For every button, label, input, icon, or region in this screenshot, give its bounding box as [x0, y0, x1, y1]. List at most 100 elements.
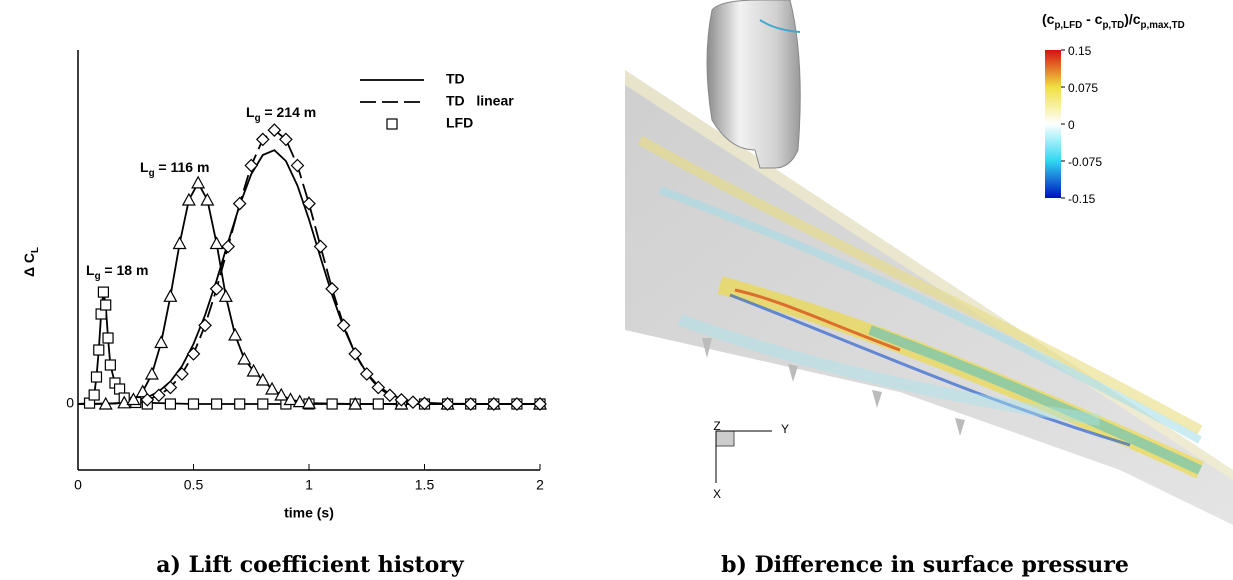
label-part: - c — [1082, 11, 1102, 27]
marker — [88, 389, 100, 401]
streak — [868, 325, 1203, 475]
marker — [237, 351, 252, 365]
marker — [292, 394, 307, 408]
marker — [394, 392, 409, 407]
marker — [244, 158, 259, 173]
marker — [234, 398, 246, 410]
colorbar-tick-label: -0.075 — [1068, 155, 1102, 169]
streak — [637, 135, 1203, 435]
subscript: g — [255, 113, 261, 124]
marker — [232, 196, 247, 211]
x-axis-label: time (s) — [284, 505, 334, 521]
marker — [181, 192, 196, 206]
caption: b) Difference in surface pressure — [721, 552, 1129, 578]
triad-label: X — [713, 487, 721, 501]
marker — [218, 289, 233, 302]
label-part: L — [246, 104, 255, 120]
marker — [348, 396, 363, 410]
marker — [164, 398, 176, 410]
streak — [658, 186, 1202, 444]
marker — [102, 332, 114, 344]
marker — [144, 366, 159, 380]
marker — [372, 398, 384, 410]
marker — [246, 363, 261, 377]
marker — [510, 397, 524, 411]
marker — [97, 286, 110, 298]
marker — [386, 118, 398, 130]
marker — [90, 371, 103, 383]
label: Lg = 116 m — [140, 159, 209, 179]
x-tick-label: 1 — [305, 477, 313, 493]
marker — [265, 381, 280, 395]
marker — [290, 158, 305, 173]
marker — [100, 299, 112, 311]
triad-label: Y — [781, 422, 789, 436]
label: Δ CL — [21, 247, 41, 277]
marker — [383, 388, 397, 403]
nacelle — [706, 0, 801, 169]
marker — [255, 132, 270, 147]
marker — [359, 367, 374, 381]
marker — [152, 388, 166, 403]
marker — [154, 335, 169, 349]
triad-box — [715, 430, 735, 447]
marker — [302, 196, 316, 211]
label: Lg = 18 m — [86, 262, 148, 282]
pylon — [702, 338, 712, 358]
marker — [371, 380, 386, 395]
line — [78, 181, 540, 405]
marker — [279, 132, 293, 147]
marker — [175, 367, 189, 381]
wing-image — [625, 0, 1233, 525]
marker — [93, 344, 105, 356]
marker — [209, 236, 224, 250]
marker — [186, 347, 201, 361]
marker — [348, 347, 363, 361]
label-part: = 116 m — [155, 159, 210, 175]
subscript: p,TD — [1102, 20, 1124, 31]
marker — [440, 397, 455, 411]
marker — [336, 318, 351, 333]
marker — [200, 192, 215, 206]
colorbar-tick-label: 0.15 — [1068, 44, 1092, 58]
marker — [267, 123, 282, 137]
colorbar-tick-label: 0.075 — [1068, 81, 1098, 95]
marker — [313, 239, 328, 254]
marker — [301, 395, 317, 409]
subscript: p,LFD — [1054, 20, 1082, 31]
streak — [759, 19, 801, 33]
marker — [486, 397, 501, 411]
triad-label: Z — [713, 419, 720, 433]
marker — [163, 289, 178, 302]
label-part: L — [140, 159, 149, 175]
label-part: (c — [1042, 11, 1055, 27]
marker — [228, 327, 243, 341]
marker — [406, 395, 420, 410]
marker — [209, 281, 224, 296]
marker — [255, 372, 270, 386]
marker — [257, 398, 269, 410]
legend-label: TD linear — [446, 93, 514, 109]
subscript: g — [149, 168, 155, 179]
label-part: = 18 m — [101, 262, 149, 278]
label-part: )/c — [1124, 11, 1141, 27]
streak — [734, 288, 901, 352]
label-part: = 214 m — [261, 104, 317, 120]
pylon — [872, 390, 882, 408]
marker — [463, 397, 478, 411]
caption: a) Lift coefficient history — [156, 552, 465, 578]
legend-label: LFD — [446, 115, 473, 131]
marker — [126, 392, 141, 406]
marker — [417, 396, 432, 411]
pylon — [788, 364, 798, 382]
marker — [163, 380, 178, 395]
marker — [172, 236, 187, 250]
y-tick-label: 0 — [66, 395, 74, 411]
subscript: L — [30, 247, 41, 253]
marker — [325, 281, 339, 296]
marker — [98, 396, 113, 410]
marker — [533, 397, 547, 411]
marker — [104, 359, 116, 371]
marker — [221, 239, 235, 254]
marker — [198, 318, 212, 333]
